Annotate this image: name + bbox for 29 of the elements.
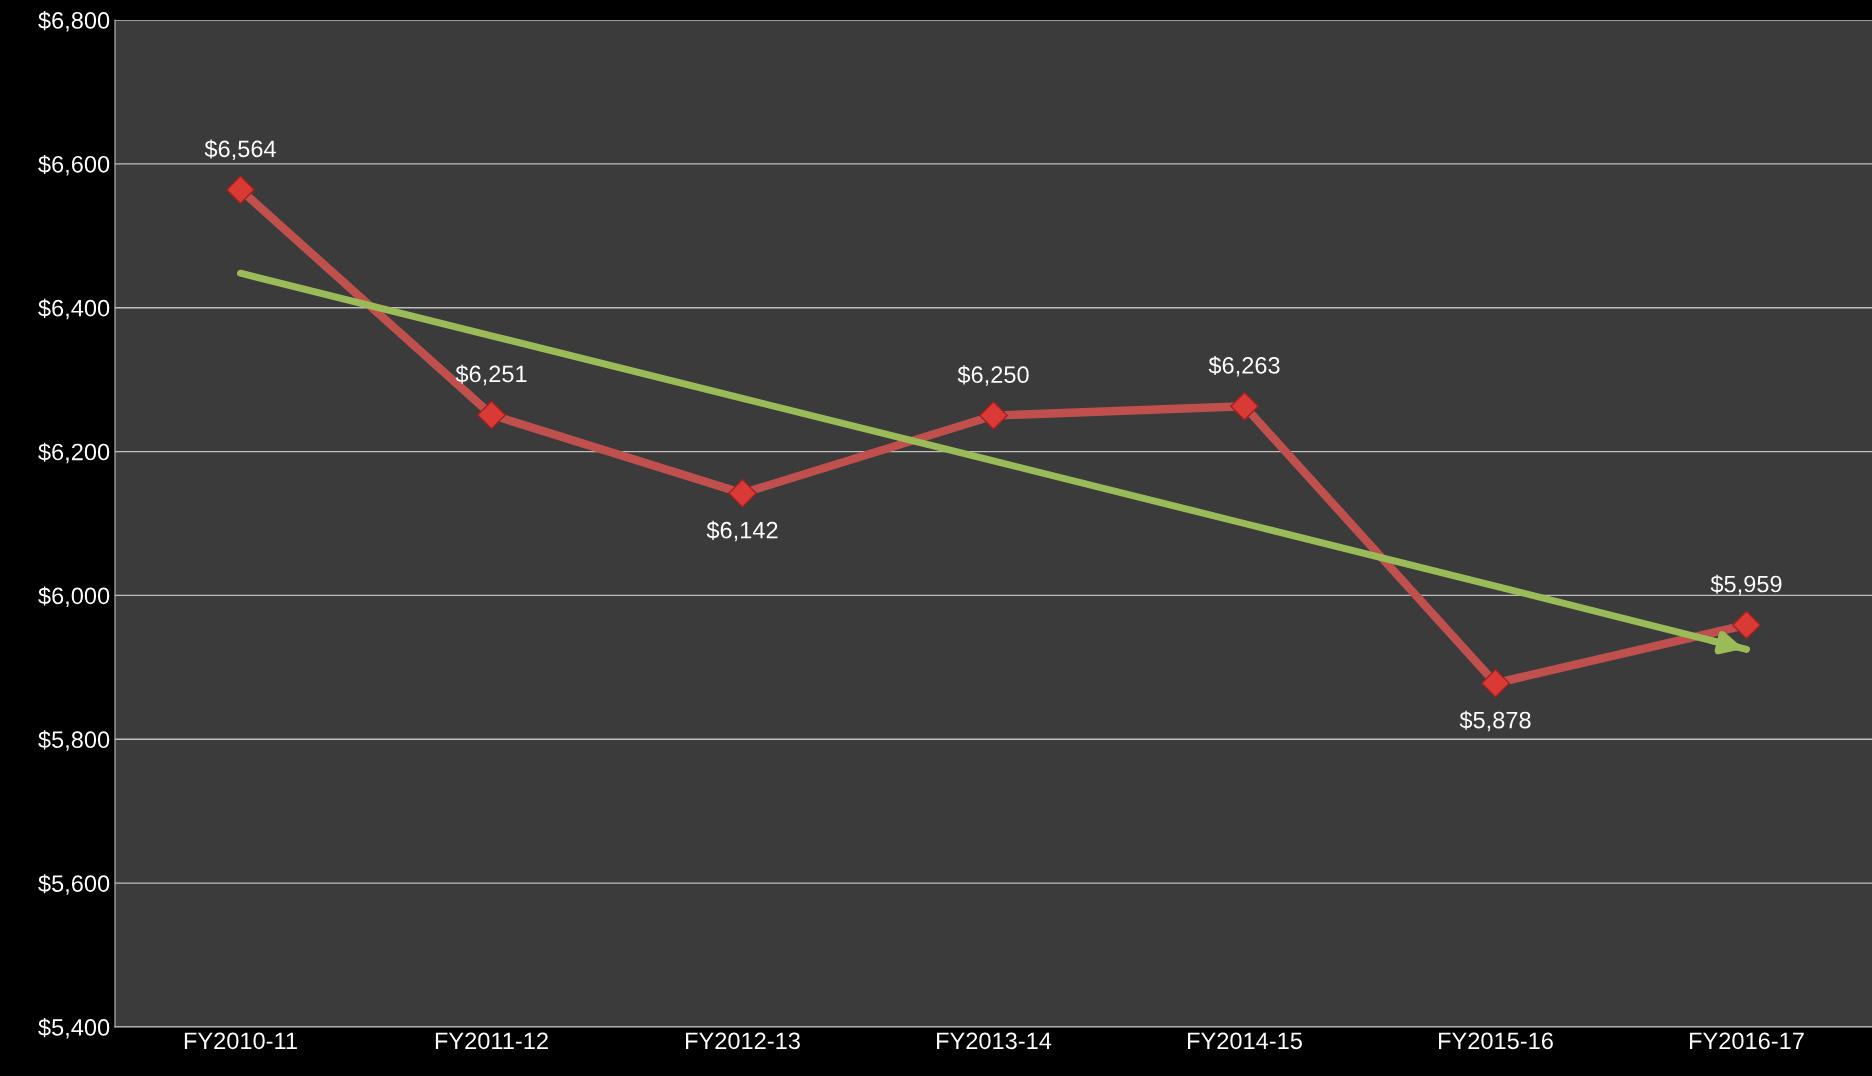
point [226, 175, 255, 205]
data-label: $5,959 [1710, 574, 1782, 596]
data-label: $6,564 [204, 139, 276, 160]
y-tick-label: $5,800 [38, 730, 110, 751]
data-label: $6,251 [455, 364, 527, 386]
y-tick-label: $5,600 [38, 874, 110, 895]
data-label: $5,878 [1459, 710, 1531, 732]
x-tick-label: FY2013-14 [937, 1032, 1052, 1050]
y-tick-label: $6,000 [38, 586, 110, 608]
data-label: $6,263 [1208, 355, 1280, 377]
y-tick-label: $6,200 [38, 442, 110, 464]
point [477, 400, 506, 430]
point [1732, 610, 1761, 640]
point [979, 401, 1008, 431]
point [1481, 668, 1510, 698]
x-tick-label: FY2010-11 [184, 1032, 297, 1050]
y-tick-label: $6,800 [38, 11, 110, 32]
x-tick-label: FY2011-12 [435, 1032, 548, 1050]
data-label: $6,142 [706, 520, 778, 542]
data-label: $6,250 [957, 365, 1029, 386]
x-tick-label: FY2015-16 [1439, 1032, 1553, 1050]
point [728, 478, 757, 508]
point [1230, 391, 1259, 421]
y-tick-label: $6,600 [38, 154, 110, 176]
x-tick-label: FY2012-13 [686, 1032, 800, 1050]
y-tick-label: $5,400 [38, 1018, 110, 1039]
x-tick-label: FY2016-17 [1690, 1032, 1804, 1050]
y-tick-label: $6,400 [38, 298, 110, 320]
x-tick-label: FY2014-15 [1188, 1032, 1302, 1050]
